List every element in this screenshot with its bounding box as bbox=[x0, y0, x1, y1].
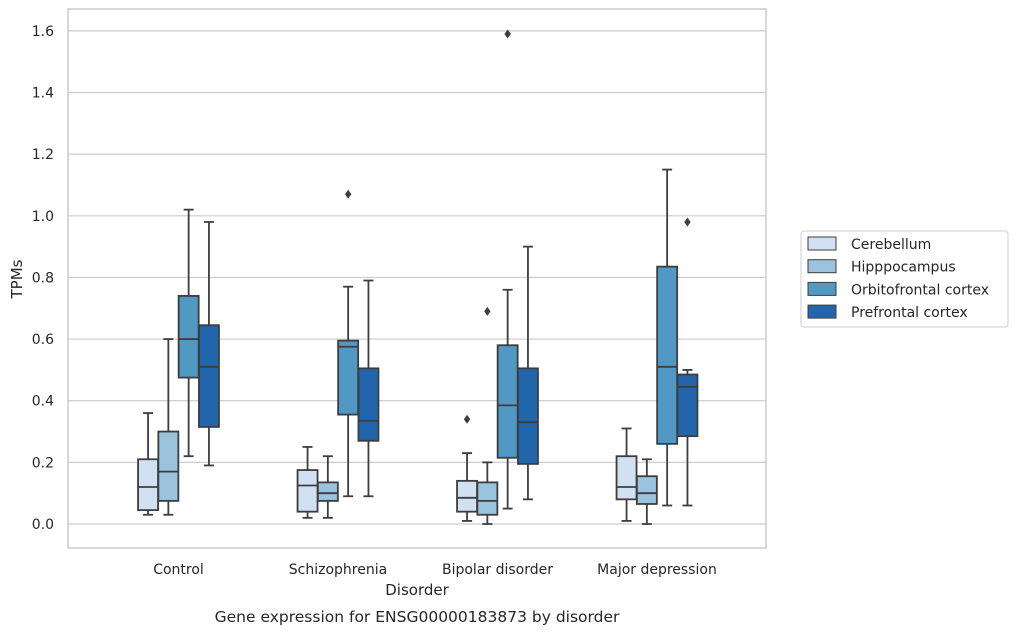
box-iqr bbox=[198, 324, 220, 428]
legend-item: Cerebellum bbox=[807, 236, 931, 253]
box-hipppocampus bbox=[157, 338, 180, 516]
box-prefrontal-cortex bbox=[517, 245, 539, 501]
y-tick-label: 0.6 bbox=[32, 332, 54, 348]
plot-background bbox=[68, 9, 766, 548]
figure-caption: Gene expression for ENSG00000183873 by d… bbox=[215, 608, 620, 626]
x-tick-label: Schizophrenia bbox=[289, 562, 387, 578]
box-prefrontal-cortex bbox=[357, 279, 380, 498]
outlier-point bbox=[344, 189, 352, 199]
x-tick-label: Control bbox=[153, 562, 204, 578]
box-iqr bbox=[177, 295, 200, 379]
box-hipppocampus bbox=[316, 455, 339, 519]
x-tick-label: Bipolar disorder bbox=[442, 562, 553, 578]
legend-swatch bbox=[807, 304, 837, 319]
outlier-point bbox=[484, 306, 491, 316]
boxes-layer bbox=[137, 29, 699, 525]
box-iqr bbox=[676, 373, 699, 438]
y-tick-label: 1.2 bbox=[32, 147, 54, 163]
box-cerebellum bbox=[456, 414, 478, 522]
x-tick-label: Major depression bbox=[597, 562, 717, 578]
legend-swatch bbox=[807, 259, 837, 274]
box-iqr bbox=[476, 481, 499, 516]
legend-label: Prefrontal cortex bbox=[851, 305, 968, 321]
box-iqr bbox=[296, 469, 319, 513]
legend-swatch bbox=[807, 281, 837, 296]
box-iqr bbox=[496, 344, 519, 459]
box-iqr bbox=[517, 367, 539, 465]
box-iqr bbox=[357, 367, 380, 442]
box-iqr bbox=[337, 339, 360, 416]
y-tick-label: 1.6 bbox=[32, 24, 54, 40]
legend-label: Cerebellum bbox=[851, 237, 931, 253]
outlier-point bbox=[463, 414, 471, 424]
plot-frame bbox=[67, 8, 767, 549]
outlier-point bbox=[684, 217, 691, 227]
legend-frame bbox=[800, 230, 1009, 328]
legend-label: Hipppocampus bbox=[851, 260, 956, 276]
y-tick-label: 0.0 bbox=[32, 517, 54, 533]
box-iqr bbox=[157, 430, 180, 502]
box-iqr bbox=[656, 265, 679, 445]
legend-label: Orbitofrontal cortex bbox=[851, 282, 989, 298]
legend-item: Hipppocampus bbox=[807, 259, 956, 276]
outlier-point bbox=[504, 29, 511, 39]
y-tick-label: 0.2 bbox=[32, 455, 54, 471]
y-tick-label: 0.4 bbox=[32, 394, 54, 410]
x-axis-ticks: Control Schizophrenia Bipolar disorder Majo… bbox=[153, 562, 717, 578]
y-tick-label: 0.8 bbox=[32, 270, 54, 286]
legend-swatch bbox=[807, 236, 837, 251]
box-prefrontal-cortex bbox=[198, 221, 220, 467]
y-axis-ticks: 0.0 0.2 0.4 0.6 0.8 1.0 1.2 1.4 1.6 bbox=[32, 24, 54, 533]
box-orbitofrontal-cortex bbox=[177, 208, 200, 458]
box-iqr bbox=[635, 475, 658, 505]
legend-item: Orbitofrontal cortex bbox=[807, 281, 989, 298]
box-iqr bbox=[456, 479, 478, 513]
box-iqr bbox=[615, 455, 638, 501]
legend-item: Prefrontal cortex bbox=[807, 304, 968, 321]
box-hipppocampus bbox=[635, 458, 658, 525]
box-iqr bbox=[316, 481, 339, 502]
box-hipppocampus bbox=[476, 306, 499, 525]
box-cerebellum bbox=[615, 427, 638, 522]
y-axis-label: TPMs bbox=[8, 259, 26, 299]
y-tick-label: 1.4 bbox=[32, 86, 54, 102]
legend: Cerebellum Hipppocampus Orbitofrontal cort… bbox=[800, 230, 1009, 328]
x-axis-label: Disorder bbox=[385, 581, 449, 599]
y-tick-label: 1.0 bbox=[32, 209, 54, 225]
box-prefrontal-cortex bbox=[676, 217, 699, 507]
box-orbitofrontal-cortex bbox=[656, 168, 679, 507]
box-iqr bbox=[137, 458, 159, 512]
